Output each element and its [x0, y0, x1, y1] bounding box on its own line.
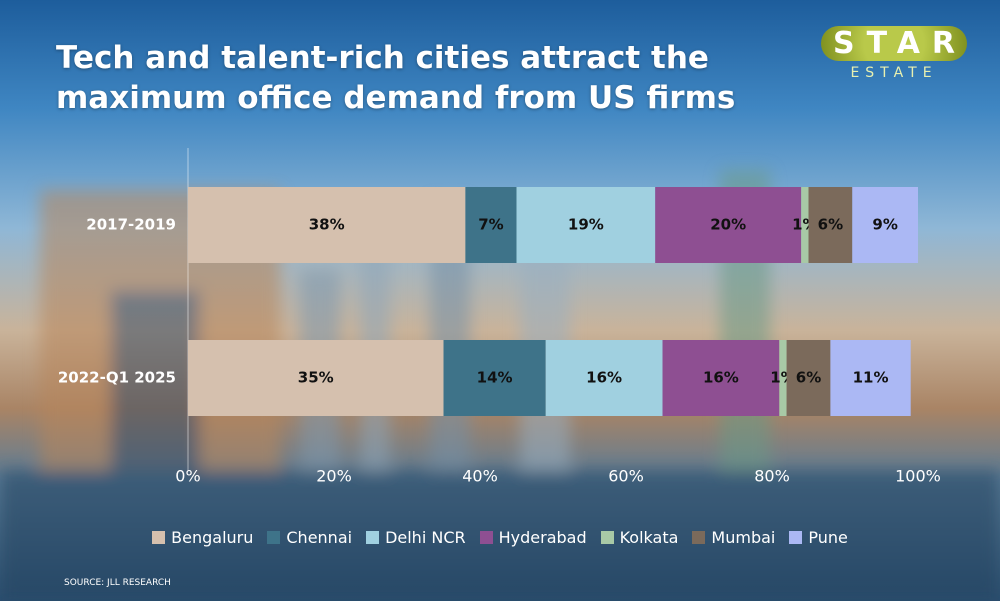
y-tick-label: 2022-Q1 2025 [58, 369, 176, 387]
bar-segment [830, 340, 911, 416]
x-tick-label: 80% [754, 467, 790, 486]
bar-segment [545, 340, 663, 416]
legend-item: Pune [789, 528, 848, 547]
legend-label: Pune [808, 528, 848, 547]
bar-segment [516, 187, 656, 263]
legend-label: Delhi NCR [385, 528, 466, 547]
data-label: 38% [309, 216, 345, 234]
logo: STAR ESTATE [814, 26, 974, 81]
legend-item: Hyderabad [479, 528, 587, 547]
y-tick-label: 2017-2019 [86, 216, 176, 234]
bar-segment [662, 340, 780, 416]
legend-label: Bengaluru [171, 528, 254, 547]
legend-label: Kolkata [619, 528, 679, 547]
data-label: 11% [853, 369, 889, 387]
legend-swatch [152, 531, 166, 544]
bar-segment [852, 187, 918, 263]
logo-bottom: ESTATE [850, 65, 938, 81]
bar-segment [655, 187, 802, 263]
legend-label: Chennai [286, 528, 353, 547]
legend-swatch [789, 531, 803, 544]
bar-segment [808, 187, 853, 263]
x-tick-label: 100% [895, 467, 941, 486]
data-label: 14% [477, 369, 513, 387]
legend-item: Mumbai [692, 528, 775, 547]
bar-segment [801, 187, 809, 263]
legend-swatch [479, 531, 493, 544]
data-label: 6% [796, 369, 821, 387]
legend-swatch [600, 531, 614, 544]
data-label: 9% [872, 216, 897, 234]
legend-item: Bengaluru [152, 528, 253, 547]
data-label: 6% [818, 216, 843, 234]
x-tick-label: 20% [316, 467, 352, 486]
data-label: 20% [710, 216, 746, 234]
legend-label: Mumbai [711, 528, 776, 547]
data-label: 16% [703, 369, 739, 387]
data-label: 7% [478, 216, 503, 234]
legend: Bengaluru Chennai Delhi NCR Hyderabad Kolkat… [0, 528, 1000, 547]
logo-top: STAR [820, 26, 968, 61]
source: SOURCE: JLL RESEARCH [64, 578, 171, 588]
bar-segment [465, 187, 517, 263]
bar-segment [779, 340, 787, 416]
data-label: 35% [298, 369, 334, 387]
x-tick-label: 60% [608, 467, 644, 486]
chart-title: Tech and talent-rich cities attract the … [56, 40, 736, 116]
bar-segment [786, 340, 831, 416]
legend-label: Hyderabad [498, 528, 587, 547]
bar-segment [443, 340, 546, 416]
legend-item: Chennai [267, 528, 352, 547]
bar-segment [188, 187, 466, 263]
legend-swatch [366, 531, 380, 544]
legend-swatch [267, 531, 281, 544]
x-tick-label: 40% [462, 467, 498, 486]
legend-item: Delhi NCR [366, 528, 466, 547]
data-label: 16% [586, 369, 622, 387]
x-tick-label: 0% [175, 467, 200, 486]
legend-item: Kolkata [600, 528, 679, 547]
legend-swatch [692, 531, 706, 544]
bar-segment [188, 340, 444, 416]
data-label: 19% [568, 216, 604, 234]
